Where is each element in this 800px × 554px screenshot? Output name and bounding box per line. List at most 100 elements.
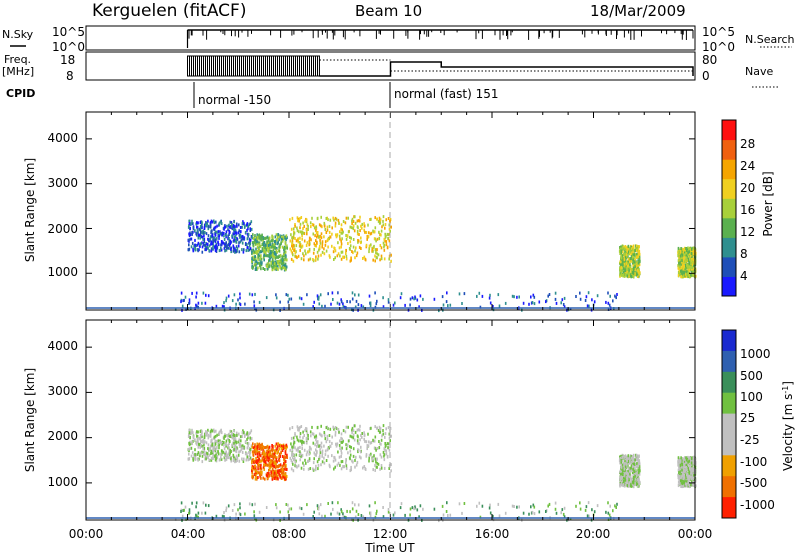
echo-cell [239, 444, 242, 448]
echo-cell [243, 435, 246, 438]
echo-cell [233, 441, 235, 445]
echo-cell [634, 453, 637, 457]
velocity-ylabel: Slant Range [km] [23, 368, 37, 472]
echo-cell [413, 507, 415, 511]
echo-cell [375, 302, 378, 306]
echo-cell [201, 226, 203, 229]
echo-cell [622, 468, 624, 472]
echo-cell [351, 507, 354, 511]
echo-cell [254, 235, 256, 239]
echo-cell [334, 426, 337, 429]
echo-cell [629, 458, 631, 462]
echo-cell [259, 446, 262, 450]
echo-cell [220, 246, 222, 250]
power-ylabel: Slant Range [km] [23, 158, 37, 262]
echo-cell [226, 244, 228, 248]
echo-cell [334, 430, 337, 434]
echo-cell [202, 501, 205, 505]
echo-cell [280, 445, 283, 448]
echo-cell [282, 471, 285, 475]
echo-cell [255, 267, 257, 271]
velocity-ytick-2000: 2000 [47, 429, 78, 443]
echo-cell [336, 463, 339, 467]
echo-cell [216, 433, 218, 437]
xtick-2400: 00:00 [678, 527, 713, 541]
echo-cell [294, 433, 296, 437]
echo-cell [258, 445, 260, 449]
echo-cell [632, 252, 635, 256]
echo-cell [206, 222, 208, 226]
echo-cell [382, 241, 385, 245]
echo-cell [257, 476, 259, 479]
echo-cell [255, 260, 257, 264]
echo-cell [366, 234, 369, 238]
freq-panel-frame [85, 51, 696, 81]
echo-cell [352, 433, 355, 437]
echo-cell [351, 428, 353, 432]
echo-cell [607, 511, 610, 515]
echo-cell [380, 246, 383, 250]
echo-cell [318, 223, 321, 227]
echo-cell [244, 302, 246, 306]
echo-cell [679, 470, 682, 474]
echo-cell [270, 461, 272, 465]
echo-cell [392, 513, 395, 517]
echo-cell [246, 243, 248, 246]
echo-cell [247, 225, 249, 228]
echo-cell [392, 303, 395, 307]
echo-cell [267, 249, 270, 253]
echo-cell [685, 480, 687, 483]
echo-cell [275, 462, 277, 466]
echo-cell [280, 468, 283, 472]
echo-cell [201, 430, 203, 434]
echo-cell [205, 224, 208, 228]
echo-cell [447, 304, 449, 308]
echo-cell [285, 503, 288, 506]
echo-cell [207, 434, 210, 438]
echo-cell [638, 458, 640, 462]
echo-cell [345, 447, 348, 451]
echo-cell [318, 248, 320, 252]
echo-cell [345, 237, 348, 241]
echo-cell [256, 233, 258, 237]
echo-cell [245, 249, 248, 253]
echo-cell [263, 450, 266, 454]
echo-cell [327, 245, 329, 249]
echo-cell [312, 441, 315, 445]
echo-cell [633, 477, 635, 481]
echo-cell [280, 447, 283, 450]
echo-cell [236, 459, 238, 463]
echo-cell [284, 235, 286, 239]
xtick-1200: 12:00 [373, 527, 408, 541]
echo-cell [365, 231, 368, 234]
echo-cell [489, 293, 491, 297]
echo-cell [289, 218, 291, 222]
echo-cell [302, 440, 305, 444]
echo-cell [585, 505, 588, 509]
echo-cell [289, 247, 292, 251]
echo-cell [297, 219, 299, 223]
echo-cell [299, 445, 301, 449]
echo-cell [385, 427, 387, 431]
echo-cell [584, 299, 587, 302]
echo-cell [282, 259, 285, 263]
echo-cell [254, 447, 257, 451]
echo-cell [293, 231, 296, 235]
echo-cell [283, 476, 286, 480]
echo-cell [680, 458, 683, 462]
echo-cell [620, 249, 622, 253]
echo-cell [374, 291, 376, 295]
echo-cell [227, 443, 229, 447]
echo-cell [635, 453, 638, 457]
echo-cell [382, 429, 384, 432]
echo-cell [630, 455, 632, 459]
echo-cell [215, 451, 218, 455]
echo-cell [631, 459, 634, 463]
echo-cell [243, 221, 245, 225]
echo-cell [381, 225, 383, 229]
echo-cell [276, 267, 279, 271]
echo-cell [260, 254, 262, 258]
echo-cell [684, 476, 686, 480]
echo-cell [273, 267, 276, 271]
echo-cell [194, 243, 196, 247]
